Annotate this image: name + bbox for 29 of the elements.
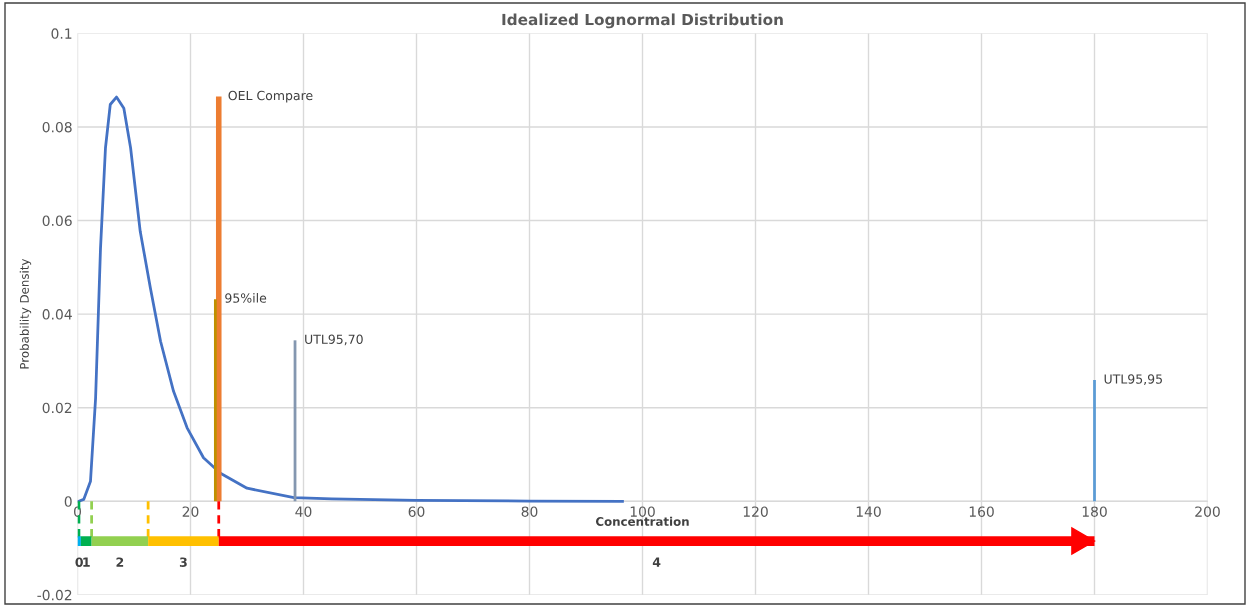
annotation: 0 (75, 557, 83, 567)
x-tick-label: 80 (521, 506, 538, 517)
annotation: 2 (116, 557, 124, 567)
annotation: 1 (83, 557, 90, 567)
y-tick-label: 0.1 (51, 28, 72, 39)
y-tick-label: 0 (64, 496, 72, 507)
y-tick-label: 0.02 (42, 402, 72, 414)
chart-title: Idealized Lognormal Distribution (502, 13, 783, 29)
x-tick-label: 40 (295, 506, 312, 517)
y-tick-label: -0.02 (37, 589, 72, 601)
y-tick-label: 0.08 (42, 121, 72, 133)
x-tick-label: 100 (630, 506, 655, 517)
series-label: UTL95,70 (305, 334, 363, 346)
x-axis-title: Concentration (595, 516, 689, 526)
y-axis-title: Probability Density (19, 258, 32, 369)
x-tick-label: 160 (969, 506, 994, 517)
series-label: 95%ile (225, 293, 267, 303)
annotation: 4 (652, 557, 661, 567)
x-tick-label: 60 (408, 506, 425, 517)
x-tick-label: 180 (1082, 506, 1107, 517)
y-tick-label: 0.04 (42, 309, 72, 320)
x-tick-label: 20 (182, 506, 199, 517)
annotation: 3 (179, 557, 187, 567)
y-tick-label: 0.06 (42, 215, 72, 227)
x-tick-label: 200 (1195, 506, 1220, 517)
series-label: OEL Compare (228, 90, 313, 103)
x-tick-label: 140 (856, 506, 881, 517)
x-tick-label: 120 (743, 506, 768, 517)
series-label: UTL95,95 (1104, 374, 1162, 385)
